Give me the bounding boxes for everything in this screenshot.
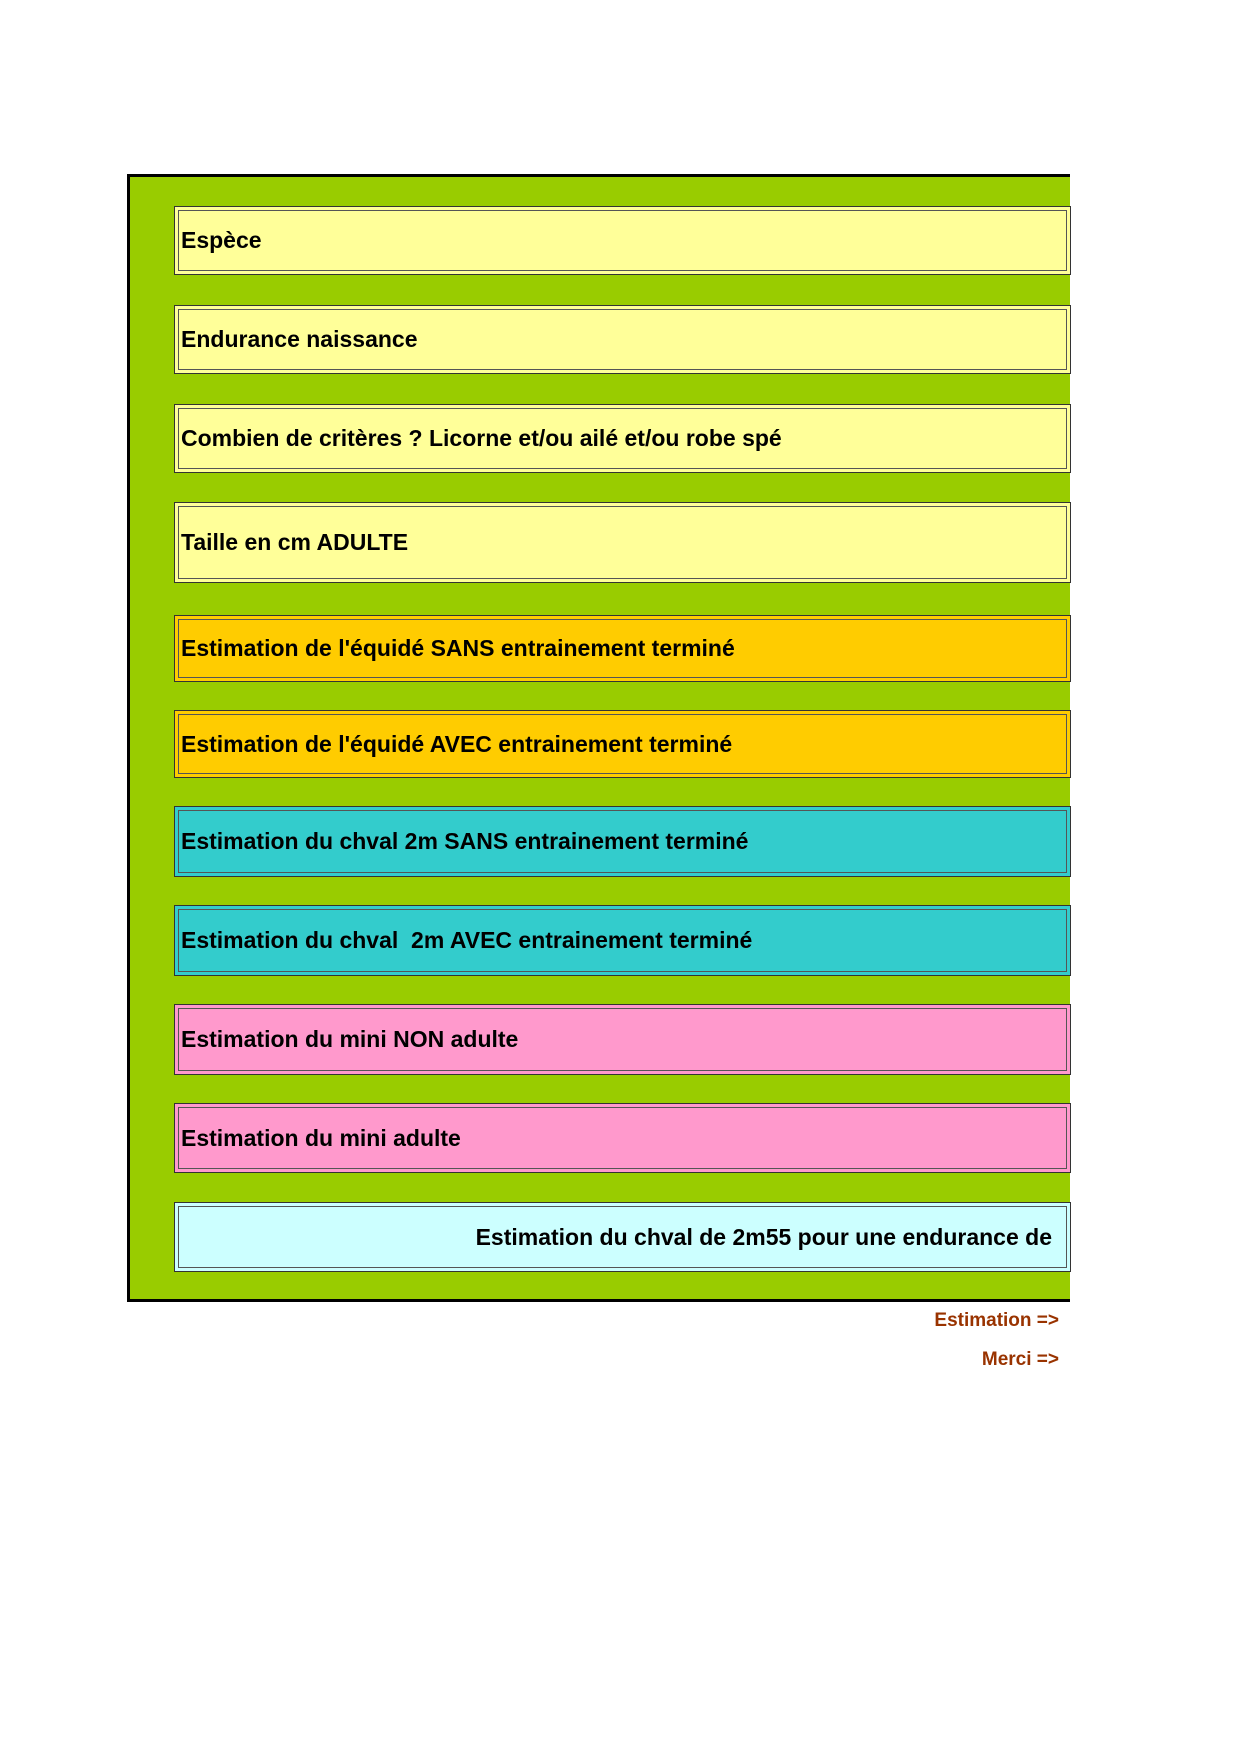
form-row: Espèce [174, 206, 1071, 275]
link[interactable]: Estimation => [934, 1310, 1059, 1331]
form-row: Estimation du chval de 2m55 pour une end… [174, 1202, 1071, 1272]
form-row: Estimation du chval 2m SANS entrainement… [174, 806, 1071, 877]
form-row: Estimation du mini adulte [174, 1103, 1071, 1173]
form-row: Estimation du mini NON adulte [174, 1004, 1071, 1075]
form-row: Taille en cm ADULTE [174, 502, 1071, 583]
form-row: Combien de critères ? Licorne et/ou ailé… [174, 404, 1071, 473]
form-row: Endurance naissance [174, 305, 1071, 374]
link[interactable]: Merci => [981, 1349, 1059, 1370]
form-row: Estimation de l'équidé SANS entrainement… [174, 615, 1071, 682]
form-row: Estimation du chval 2m AVEC entrainement… [174, 905, 1071, 976]
form-row: Estimation de l'équidé AVEC entrainement… [174, 710, 1071, 778]
